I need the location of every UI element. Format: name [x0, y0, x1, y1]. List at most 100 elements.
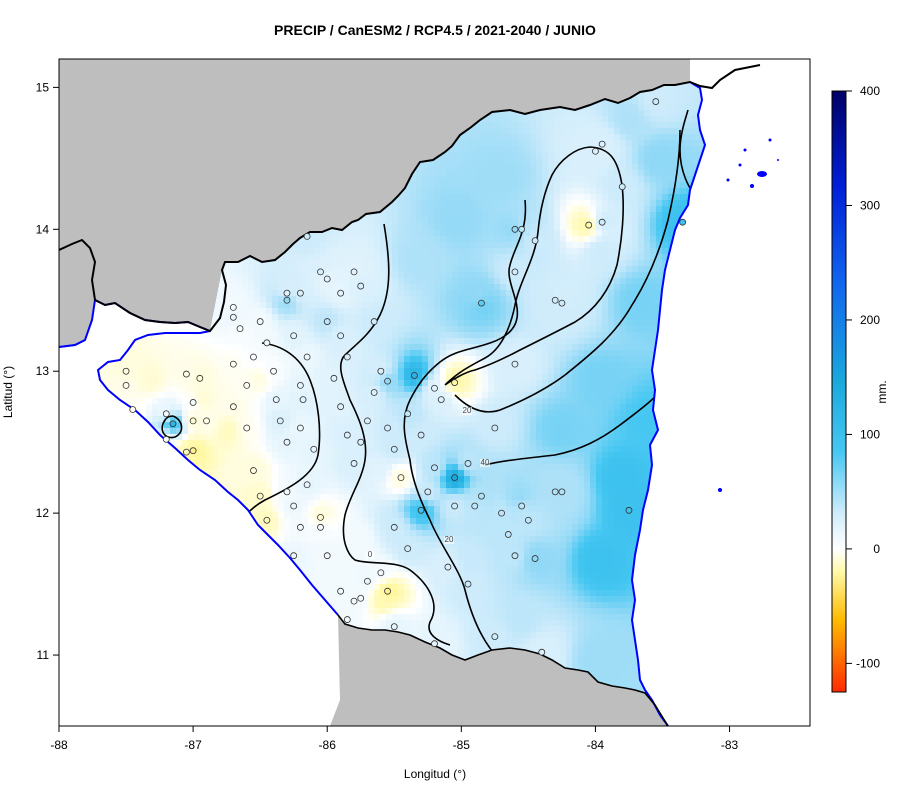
station-marker: [511, 360, 519, 368]
station-marker: [283, 289, 291, 297]
station-marker: [337, 289, 345, 297]
station-marker: [229, 303, 237, 311]
station-marker: [303, 353, 311, 361]
weather-stations: [122, 98, 686, 656]
contour-labels: 0 20 20 40: [365, 406, 490, 559]
colorbar-ticks: -100 0 100 200 300 400: [846, 84, 880, 670]
station-marker: [296, 424, 304, 432]
station-marker: [122, 367, 130, 375]
station-marker: [377, 367, 385, 375]
station-marker: [317, 513, 324, 521]
island: [757, 171, 767, 177]
station-marker: [350, 460, 358, 467]
station-marker: [511, 552, 519, 560]
station-marker: [424, 488, 432, 496]
station-marker: [303, 481, 311, 489]
station-marker: [364, 577, 371, 585]
station-marker: [524, 516, 532, 524]
station-marker: [538, 648, 546, 656]
island: [777, 159, 779, 161]
station-marker: [625, 506, 633, 514]
station-marker: [679, 218, 686, 226]
island: [768, 138, 772, 142]
station-marker: [551, 488, 559, 496]
colorbar-tick-label: 400: [860, 84, 880, 98]
plot-frame: [58, 58, 811, 727]
station-marker: [189, 447, 197, 455]
station-marker: [183, 448, 190, 456]
y-tick-label: 15: [36, 80, 50, 94]
station-marker: [256, 318, 264, 325]
station-marker: [337, 587, 345, 595]
station-marker: [129, 406, 137, 413]
station-marker: [343, 431, 351, 439]
station-marker: [471, 502, 479, 510]
station-marker: [290, 502, 298, 510]
station-marker: [350, 597, 358, 605]
station-marker: [183, 370, 190, 378]
station-marker: [390, 523, 398, 531]
x-tick-label: -88: [50, 738, 68, 752]
corn-islands-and-cays: [718, 138, 779, 492]
y-tick-label: 11: [37, 648, 50, 662]
station-marker: [243, 424, 251, 432]
station-marker: [263, 339, 271, 347]
station-marker: [531, 555, 539, 562]
station-marker: [350, 268, 358, 276]
contour-line: [340, 223, 451, 646]
station-marker: [410, 372, 418, 379]
station-marker: [196, 374, 204, 382]
x-tick-label: -83: [721, 738, 739, 752]
station-marker: [169, 420, 177, 428]
island: [743, 148, 747, 152]
contour-line: [454, 129, 681, 413]
station-marker: [296, 523, 304, 531]
colorbar-tick-label: 300: [860, 198, 880, 212]
station-marker: [337, 332, 345, 340]
y-axis: 11 12 13 14 15: [36, 80, 59, 662]
station-marker: [299, 396, 307, 403]
station-marker: [390, 623, 398, 631]
station-marker: [317, 268, 324, 276]
station-marker: [511, 225, 519, 233]
station-marker: [558, 299, 566, 307]
caribbean-sea: [632, 59, 810, 726]
colorbar-tick-label: 100: [860, 427, 880, 441]
station-marker: [162, 435, 170, 443]
station-marker: [652, 98, 660, 105]
station-marker: [464, 580, 472, 588]
contour-line: [484, 379, 671, 466]
gulf-of-fonseca-coast: [59, 339, 86, 348]
x-tick-label: -87: [184, 738, 202, 752]
station-marker: [404, 410, 412, 418]
y-tick-label: 13: [36, 364, 50, 378]
contour-line: [161, 415, 183, 439]
contour-label: 20: [463, 406, 472, 415]
station-marker: [598, 218, 606, 226]
station-marker: [283, 438, 291, 446]
station-marker: [478, 299, 485, 307]
station-marker: [498, 509, 505, 517]
station-marker: [404, 545, 412, 553]
x-axis-label: Longitud (°): [404, 767, 466, 781]
station-marker: [390, 445, 398, 453]
station-marker: [531, 237, 539, 245]
station-marker: [317, 523, 324, 531]
island: [738, 163, 742, 167]
station-marker: [343, 353, 351, 361]
caribbean-coastline: [630, 81, 707, 726]
station-marker: [397, 474, 405, 482]
station-marker: [303, 232, 311, 240]
x-axis: -88 -87 -86 -85 -84 -83: [50, 726, 739, 752]
station-marker: [370, 389, 378, 396]
station-marker: [384, 377, 391, 385]
contour-line: [231, 342, 321, 536]
station-marker: [189, 417, 197, 425]
station-marker: [518, 502, 526, 510]
contour-label: 0: [368, 550, 373, 559]
colorbar-tick-label: 0: [873, 542, 880, 556]
station-marker: [451, 379, 459, 386]
colorbar-ramp: [831, 90, 847, 693]
honduras-border: [59, 64, 761, 333]
y-tick-label: 14: [36, 222, 50, 236]
